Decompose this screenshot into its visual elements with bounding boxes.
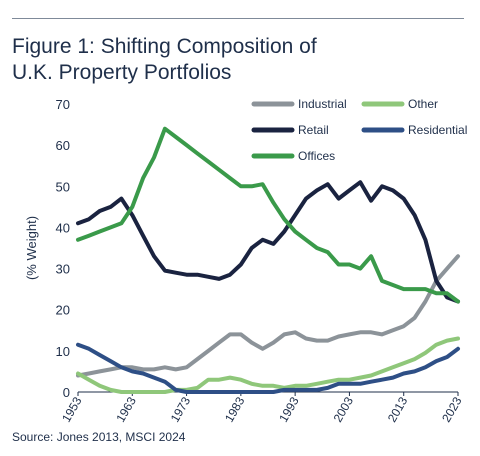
y-tick-label: 50: [56, 179, 70, 194]
y-tick-label: 40: [56, 220, 70, 235]
x-tick-label: 2003: [331, 394, 357, 424]
source-note: Source: Jones 2013, MSCI 2024: [12, 430, 186, 444]
x-tick-label: 1983: [222, 394, 248, 424]
legend-label-offices: Offices: [298, 149, 335, 163]
series-line-industrial: [76, 254, 460, 378]
x-tick-label: 1973: [168, 394, 194, 424]
x-tick-label: 1993: [276, 394, 302, 424]
y-axis-label: (% Weight): [24, 216, 39, 280]
y-tick-label: 70: [56, 97, 70, 112]
figure-title: Figure 1: Shifting Composition of U.K. P…: [12, 34, 452, 86]
y-tick-label: 60: [56, 138, 70, 153]
chart-series-lines: [76, 126, 460, 394]
series-line-offices: [76, 126, 460, 304]
y-tick-label: 0: [63, 385, 70, 400]
y-tick-label: 30: [56, 262, 70, 277]
x-tick-label: 1963: [113, 394, 139, 424]
figure-title-line1: Figure 1: Shifting Composition of: [12, 35, 317, 58]
x-tick-label: 2013: [385, 394, 411, 424]
series-line-other: [76, 336, 460, 394]
legend-label-other: Other: [408, 97, 438, 111]
figure-title-line2: U.K. Property Portfolios: [12, 61, 232, 84]
y-tick-label: 10: [56, 344, 70, 359]
x-tick-label: 2023: [439, 394, 465, 424]
chart-legend: Industrial Other Retail Residential Offices: [251, 97, 467, 163]
top-rule: [12, 18, 464, 19]
series-line-residential: [76, 342, 460, 394]
y-tick-label: 20: [56, 303, 70, 318]
legend-label-retail: Retail: [298, 123, 329, 137]
series-line-retail: [76, 180, 460, 304]
legend-label-residential: Residential: [408, 123, 467, 137]
legend-label-industrial: Industrial: [298, 97, 347, 111]
